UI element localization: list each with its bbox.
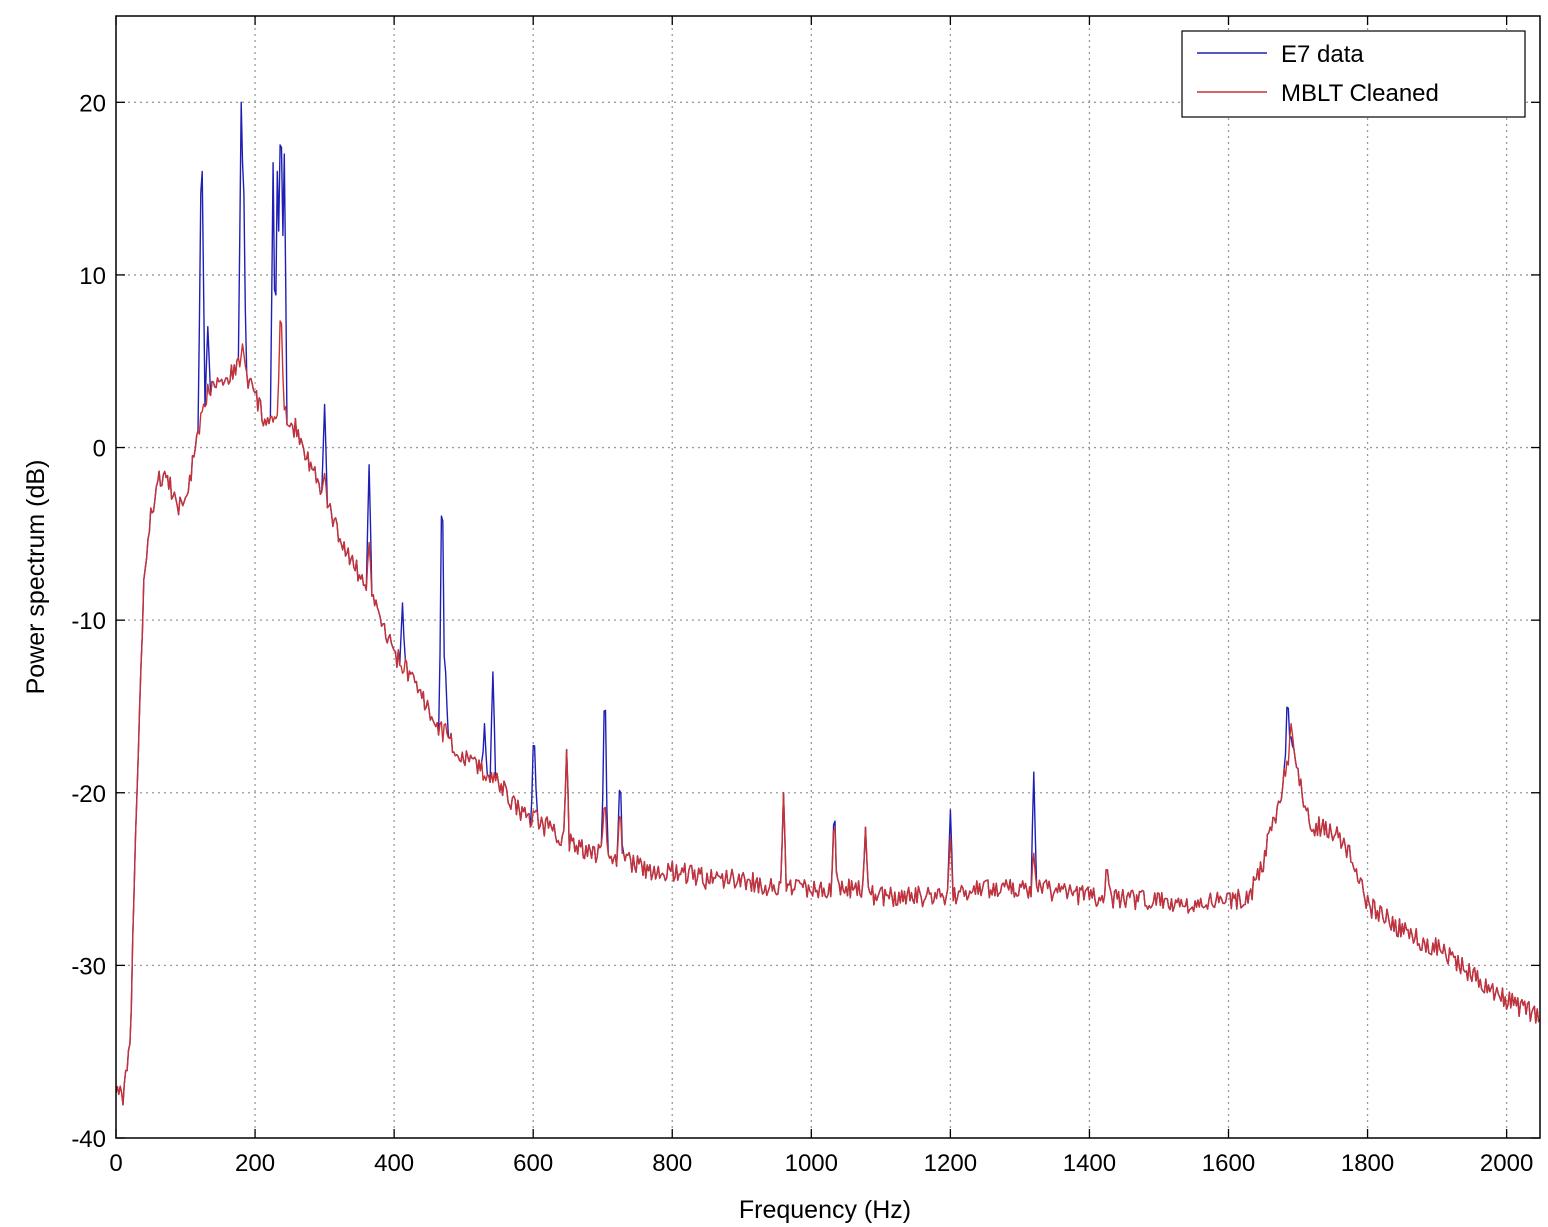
x-tick-label: 1400 <box>1063 1150 1116 1177</box>
legend-label-e7-data: E7 data <box>1281 41 1364 68</box>
x-tick-label: 200 <box>235 1150 275 1177</box>
legend-label-mblt-cleaned: MBLT Cleaned <box>1281 80 1439 107</box>
y-tick-label: -30 <box>71 953 106 980</box>
x-tick-label: 1200 <box>924 1150 977 1177</box>
series-layer <box>116 101 1540 1106</box>
y-tick-labels: -40 -30 -20 -10 0 10 20 <box>71 90 106 1153</box>
x-axis-title: Frequency (Hz) <box>739 1196 911 1224</box>
y-tick-label: 20 <box>79 90 106 117</box>
x-tick-label: 0 <box>109 1150 122 1177</box>
legend-box <box>1181 30 1526 118</box>
axis-ticks <box>115 16 1540 1139</box>
plot-frame <box>115 15 1541 1139</box>
x-tick-label: 2000 <box>1480 1150 1533 1177</box>
y-tick-label: 0 <box>93 436 106 463</box>
x-tick-label: 1000 <box>785 1150 838 1177</box>
x-tick-label: 600 <box>513 1150 553 1177</box>
legend: E7 data MBLT Cleaned <box>1181 30 1526 118</box>
x-tick-label: 1800 <box>1341 1150 1394 1177</box>
y-axis-title: Power spectrum (dB) <box>22 460 50 695</box>
y-tick-label: -40 <box>71 1126 106 1153</box>
x-tick-label: 800 <box>652 1150 692 1177</box>
y-tick-label: -10 <box>71 608 106 635</box>
series-line-mblt-cleaned <box>116 320 1540 1106</box>
y-tick-label: -20 <box>71 781 106 808</box>
grid <box>116 16 1540 1138</box>
x-tick-labels: 0 200 400 600 800 1000 1200 1400 1600 1800 2000 <box>109 1150 1533 1177</box>
x-tick-label: 1600 <box>1202 1150 1255 1177</box>
x-tick-label: 400 <box>374 1150 414 1177</box>
y-tick-label: 10 <box>79 263 106 290</box>
